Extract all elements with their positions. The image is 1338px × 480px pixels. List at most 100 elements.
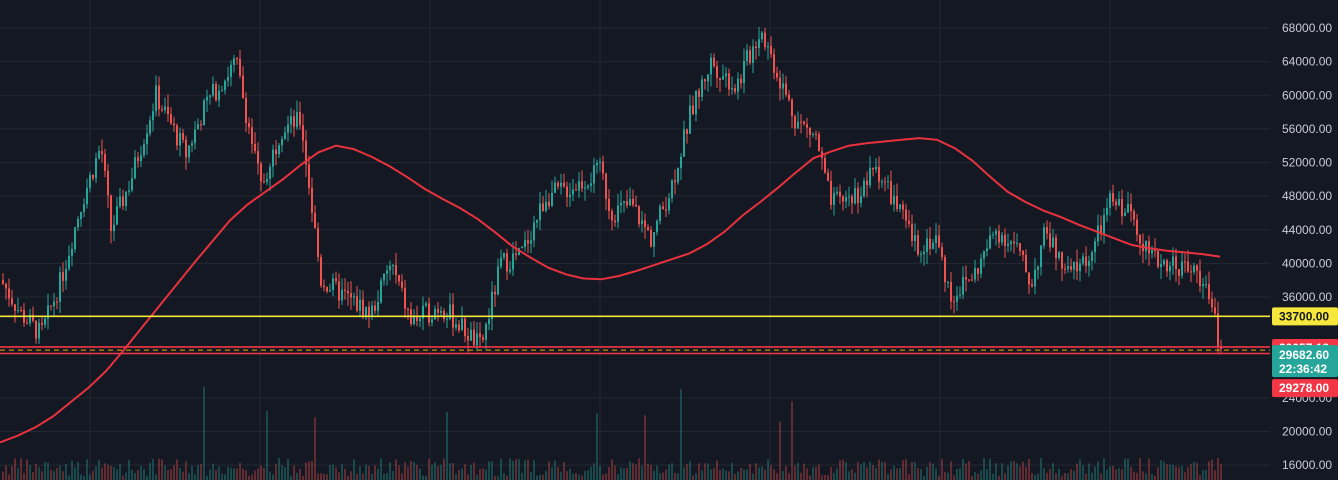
candle-body — [566, 186, 568, 198]
volume-bar — [368, 466, 370, 480]
volume-bar — [875, 467, 877, 480]
volume-bar — [284, 467, 286, 480]
candle-body — [842, 196, 844, 202]
volume-bar — [506, 475, 508, 480]
volume-bar — [1184, 472, 1186, 480]
price-axis[interactable]: 68000.00 64000.00 60000.00 56000.00 52000.00… — [1282, 21, 1332, 472]
price-lines[interactable] — [0, 315, 1270, 355]
volume-bar — [386, 472, 388, 480]
volume-bar — [584, 470, 586, 480]
candle-body — [485, 324, 487, 340]
candle-body — [218, 90, 220, 101]
volume-bar — [1043, 468, 1045, 480]
volume-bar — [443, 458, 445, 480]
candle-body — [659, 206, 661, 221]
candle-body — [356, 296, 358, 311]
candle-body — [374, 305, 376, 311]
candle-body — [698, 90, 700, 97]
candle-body — [851, 196, 853, 204]
volume-bar — [1151, 474, 1153, 480]
candle-body — [194, 129, 196, 144]
volume-bar — [479, 469, 481, 480]
candle-body — [251, 127, 253, 144]
y-tick-label: 20000.00 — [1282, 425, 1332, 439]
volume-bar — [476, 474, 478, 480]
candle-body — [1037, 266, 1039, 270]
volume-bar — [707, 463, 709, 480]
candle-body — [137, 157, 139, 162]
candle-body — [962, 276, 964, 295]
candle-body — [1139, 234, 1141, 244]
volume-bar — [620, 467, 622, 480]
volume-bar — [959, 468, 961, 480]
candle-body — [440, 310, 442, 313]
candle-body — [455, 324, 457, 328]
volume-bar — [323, 474, 325, 480]
volume-bar — [1115, 469, 1117, 480]
volume-bar — [1010, 461, 1012, 480]
volume-bar — [347, 475, 349, 480]
volume-bar — [158, 458, 160, 480]
volume-bar — [1034, 475, 1036, 480]
candle-body — [992, 234, 994, 236]
candle-body — [983, 251, 985, 259]
candle-body — [239, 58, 241, 76]
volume-bar — [947, 472, 949, 480]
candle-body — [332, 278, 334, 291]
candle-body — [845, 197, 847, 202]
volume-bar — [638, 458, 640, 480]
volume-bar — [503, 473, 505, 480]
volume-bar — [14, 458, 16, 480]
candle-body — [215, 84, 217, 101]
candle-body — [776, 72, 778, 78]
volume-bar — [65, 464, 67, 480]
candle-body — [647, 227, 649, 230]
volume-bar — [557, 466, 559, 480]
volume-bar — [311, 460, 313, 480]
candle-body — [731, 88, 733, 90]
candle-body — [863, 180, 865, 197]
candle-body — [14, 304, 16, 311]
candle-body — [770, 46, 772, 55]
volume-bar — [899, 467, 901, 480]
volume-bar — [128, 459, 130, 480]
candle-body — [1151, 249, 1153, 254]
volume-bar — [917, 468, 919, 480]
volume-bar — [464, 464, 466, 480]
candle-body — [347, 290, 349, 294]
candle-body — [989, 235, 991, 249]
candle-body — [188, 145, 190, 158]
candle-body — [1085, 256, 1087, 267]
candle-body — [1136, 219, 1138, 235]
volume-bar — [614, 465, 616, 480]
volume-bar — [1064, 472, 1066, 480]
candle-body — [1190, 271, 1192, 273]
volume-bar — [518, 459, 520, 480]
candle-body — [221, 90, 223, 92]
volume-bar — [1070, 469, 1072, 480]
candle-body — [1145, 241, 1147, 252]
candle-body — [482, 337, 484, 340]
volume-bar — [380, 458, 382, 480]
volume-bar — [923, 475, 925, 480]
volume-bar — [689, 460, 691, 480]
candle-body — [1133, 211, 1135, 220]
volume-bar — [893, 465, 895, 480]
candle-body — [887, 181, 889, 183]
candle-body — [620, 202, 622, 206]
candle-body — [473, 329, 475, 346]
volume-bar — [1190, 464, 1192, 480]
candle-body — [503, 253, 505, 258]
candle-body — [500, 257, 502, 267]
candle-body — [56, 301, 58, 303]
volume-bar — [1097, 461, 1099, 480]
volume-bar — [299, 469, 301, 480]
volume-bar — [278, 458, 280, 480]
candle-body — [1097, 225, 1099, 242]
candle-body — [629, 198, 631, 206]
candle-body — [506, 253, 508, 272]
volume-bar — [866, 467, 868, 480]
candle-body — [563, 182, 565, 187]
